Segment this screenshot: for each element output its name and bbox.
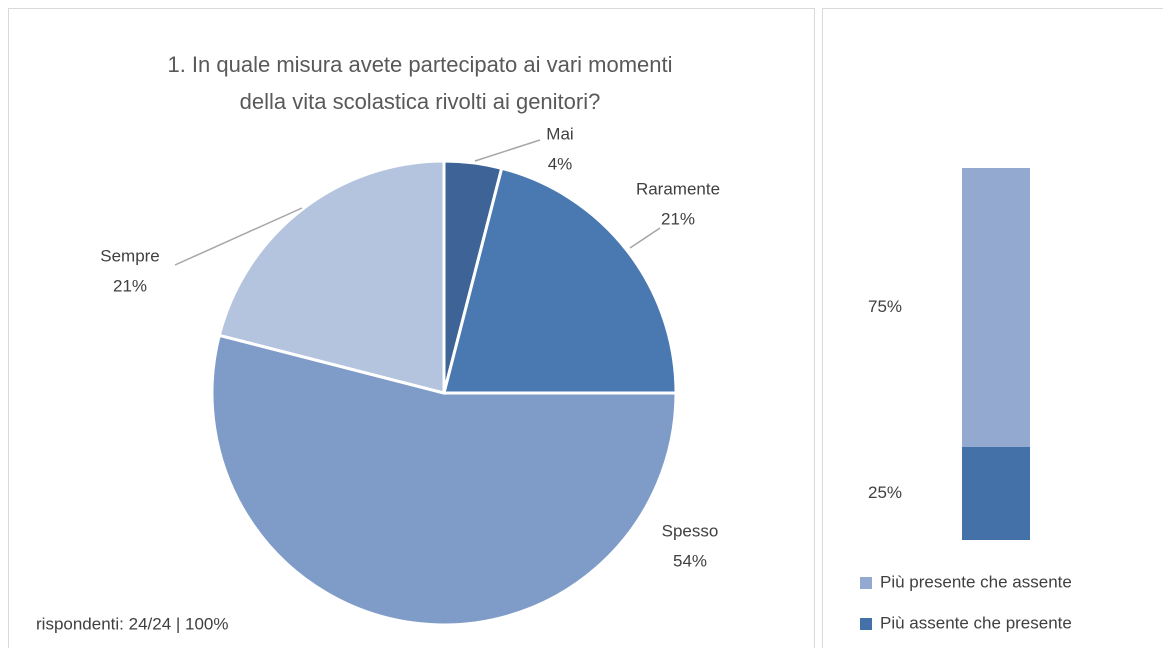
data-label: 75% xyxy=(868,297,902,316)
legend-label: Più presente che assente xyxy=(880,572,1072,591)
bar-segment xyxy=(962,168,1030,447)
slice-value: 4% xyxy=(548,154,573,173)
pie-slice xyxy=(442,166,678,395)
legend-swatch xyxy=(860,618,872,630)
slice-label: Mai xyxy=(546,124,573,143)
leader-line xyxy=(629,227,661,249)
slice-label: Raramente xyxy=(636,179,720,198)
chart-title: della vita scolastica rivolti ai genitor… xyxy=(240,89,601,114)
bar-segment xyxy=(962,447,1030,540)
slice-value: 21% xyxy=(661,209,695,228)
annotation: rispondenti: 24/24 | 100% xyxy=(36,614,229,633)
data-label: 25% xyxy=(868,483,902,502)
legend-label: Più assente che presente xyxy=(880,613,1072,632)
pie-slice xyxy=(217,159,446,395)
slice-value: 54% xyxy=(673,551,707,570)
pie-slice xyxy=(210,333,678,627)
legend-swatch xyxy=(860,577,872,589)
slice-label: Spesso xyxy=(662,521,719,540)
leader-line xyxy=(474,139,541,162)
slice-value: 21% xyxy=(113,276,147,295)
chart-title: 1. In quale misura avete partecipato ai … xyxy=(167,52,672,77)
leader-line xyxy=(174,207,303,266)
slice-label: Sempre xyxy=(100,246,160,265)
